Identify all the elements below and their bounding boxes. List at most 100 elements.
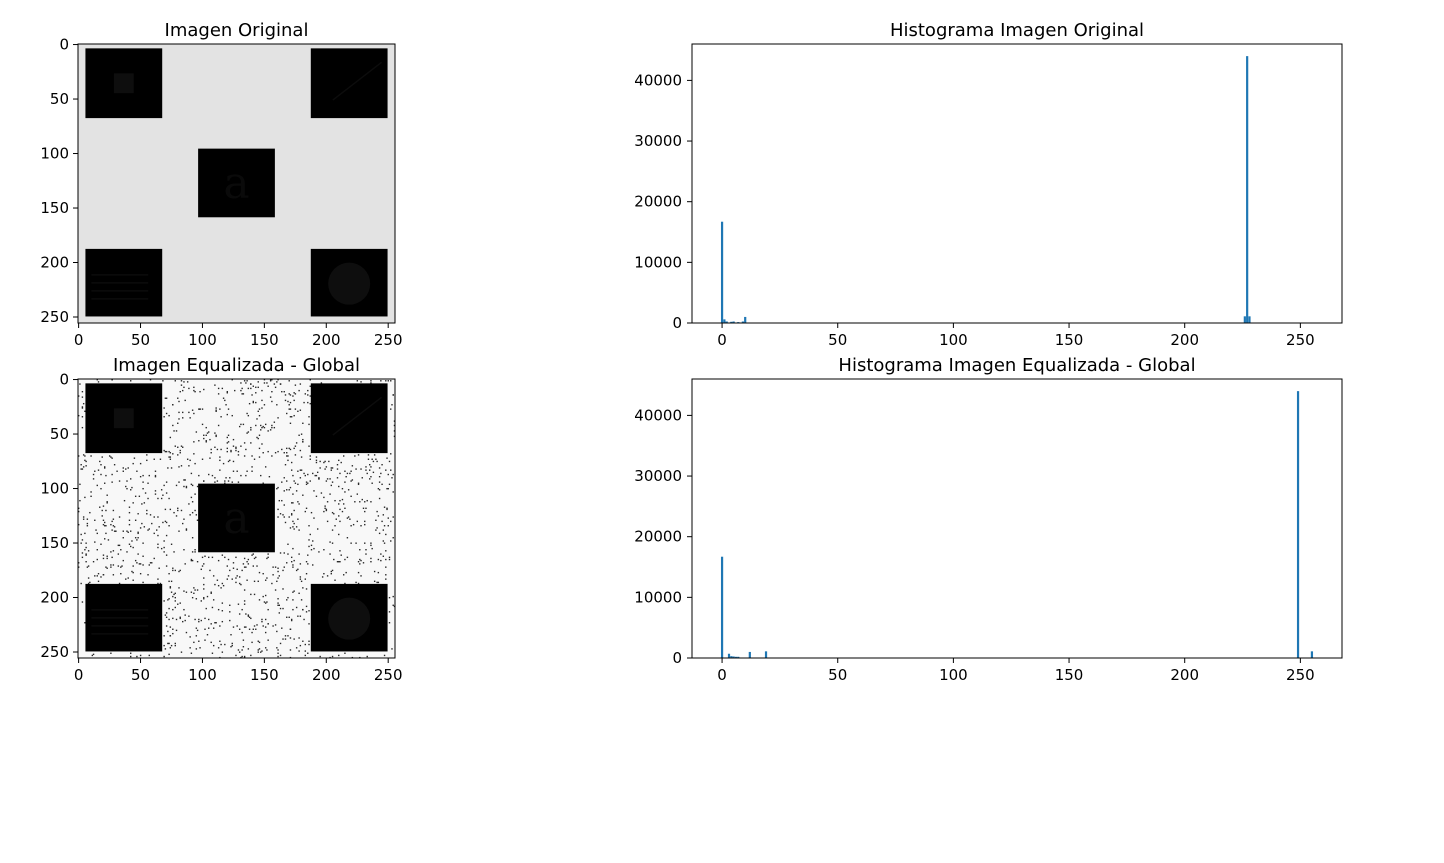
noise-speck	[242, 423, 245, 426]
noise-speck	[84, 532, 86, 535]
noise-speck	[195, 514, 198, 516]
noise-speck	[362, 507, 365, 510]
noise-speck	[386, 507, 388, 510]
noise-speck	[110, 564, 112, 566]
noise-speck	[104, 538, 106, 540]
noise-speck	[193, 592, 195, 595]
noise-speck	[189, 417, 191, 419]
noise-speck	[172, 424, 174, 427]
noise-speck	[112, 518, 115, 520]
noise-speck	[196, 561, 199, 563]
noise-speck	[277, 577, 279, 579]
noise-speck	[190, 558, 193, 561]
noise-speck	[134, 559, 137, 562]
noise-speck	[383, 525, 386, 527]
noise-speck	[370, 382, 372, 384]
noise-speck	[112, 564, 115, 566]
noise-speck	[78, 507, 80, 510]
noise-speck	[102, 505, 105, 507]
noise-speck	[286, 455, 288, 457]
noise-speck	[177, 422, 179, 424]
noise-speck	[330, 484, 333, 487]
subplot-title: Histograma Imagen Equalizada - Global	[838, 355, 1195, 376]
noise-speck	[307, 473, 309, 476]
noise-speck	[313, 490, 315, 492]
noise-speck	[309, 455, 311, 457]
noise-speck	[284, 635, 287, 637]
noise-speck	[344, 652, 346, 654]
noise-speck	[302, 608, 304, 611]
noise-speck	[208, 627, 210, 629]
noise-speck	[355, 468, 357, 470]
noise-speck	[299, 644, 302, 647]
noise-speck	[82, 454, 85, 456]
noise-speck	[240, 445, 242, 447]
noise-speck	[220, 587, 222, 589]
noise-speck	[242, 393, 245, 395]
noise-speck	[345, 475, 347, 478]
noise-speck	[188, 387, 190, 390]
noise-speck	[78, 395, 80, 397]
noise-speck	[175, 629, 178, 632]
noise-specks	[78, 379, 396, 659]
noise-speck	[105, 566, 107, 568]
noise-speck	[237, 481, 240, 483]
noise-speck	[136, 539, 138, 541]
x-tick-label: 50	[828, 666, 847, 684]
noise-speck	[293, 590, 295, 592]
noise-speck	[222, 584, 225, 587]
noise-speck	[229, 569, 231, 572]
noise-speck	[266, 577, 268, 579]
noise-speck	[258, 447, 261, 450]
noise-speck	[339, 550, 341, 552]
noise-speck	[381, 483, 383, 486]
noise-speck	[262, 595, 264, 598]
noise-speck	[279, 552, 282, 554]
noise-speck	[392, 516, 394, 518]
noise-speck	[266, 382, 268, 384]
inner-glyph: a	[223, 493, 249, 544]
noise-speck	[333, 513, 335, 515]
noise-speck	[167, 630, 169, 633]
noise-speck	[147, 574, 149, 576]
noise-speck	[307, 482, 309, 484]
noise-speck	[274, 386, 277, 389]
subplot-2: Histograma Imagen Original 0 50 100 150 200 25…	[634, 20, 1343, 349]
noise-speck	[227, 575, 230, 577]
noise-speck	[157, 578, 159, 580]
noise-speck	[96, 558, 98, 561]
noise-speck	[227, 460, 230, 463]
noise-speck	[235, 446, 237, 448]
noise-speck	[318, 551, 320, 553]
noise-speck	[92, 653, 95, 656]
noise-speck	[201, 423, 204, 426]
noise-speck	[117, 565, 120, 567]
noise-speck	[297, 501, 299, 503]
noise-speck	[78, 566, 80, 568]
diagonal-line	[332, 396, 382, 436]
dark-square-top-left	[85, 48, 163, 119]
noise-speck	[240, 583, 242, 586]
noise-speck	[146, 513, 148, 515]
x-tick-label: 200	[312, 666, 341, 684]
noise-speck	[177, 397, 179, 399]
noise-speck	[154, 490, 157, 492]
noise-speck	[138, 495, 141, 498]
noise-speck	[309, 379, 311, 381]
noise-speck	[232, 562, 235, 564]
noise-speck	[235, 556, 237, 559]
noise-speck	[324, 505, 326, 507]
noise-speck	[184, 563, 186, 565]
noise-speck	[125, 468, 127, 470]
noise-speck	[274, 452, 277, 454]
noise-speck	[387, 380, 389, 382]
noise-speck	[318, 477, 320, 479]
noise-speck	[286, 480, 288, 482]
noise-speck	[307, 554, 309, 556]
noise-speck	[258, 571, 261, 574]
noise-speck	[203, 583, 205, 586]
noise-speck	[168, 497, 170, 500]
noise-speck	[277, 508, 279, 511]
noise-speck	[344, 582, 346, 585]
noise-speck	[292, 564, 294, 566]
